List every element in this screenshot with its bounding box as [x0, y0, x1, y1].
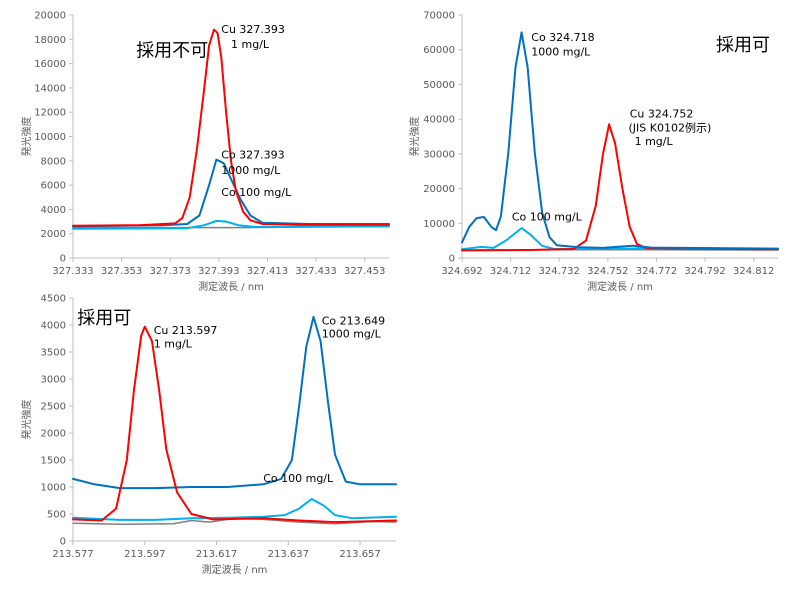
annotation-label: Cu 327.393 — [221, 23, 285, 36]
x-tick-label: 324.732 — [539, 266, 580, 277]
y-tick-label: 10000 — [34, 132, 66, 143]
series-line-0 — [461, 31, 779, 250]
y-tick-label: 1500 — [41, 456, 66, 467]
annotation-label: 1000 mg/L — [221, 164, 281, 177]
y-tick-label: 18000 — [34, 35, 66, 46]
y-tick-label: 40000 — [423, 115, 455, 126]
x-tick-label: 324.712 — [490, 266, 531, 277]
y-tick-label: 60000 — [423, 45, 455, 56]
y-tick-label: 50000 — [423, 80, 455, 91]
annotation-label: Cu 324.752 — [630, 107, 694, 120]
series-line-1 — [72, 158, 390, 228]
y-tick-label: 3000 — [41, 375, 66, 386]
y-tick-label: 14000 — [34, 83, 66, 94]
x-axis-label: 測定波長 / nm — [202, 563, 268, 576]
x-tick-label: 324.812 — [733, 266, 774, 277]
x-tick-label: 327.393 — [198, 266, 239, 277]
x-tick-label: 213.657 — [339, 549, 380, 560]
x-tick-label: 327.353 — [101, 266, 142, 277]
verdict-label: 採用可 — [716, 35, 770, 56]
annotation-label: Co 213.649 — [322, 314, 385, 327]
annotation-label: Co 327.393 — [221, 148, 284, 161]
x-tick-label: 213.617 — [196, 549, 237, 560]
y-tick-label: 2000 — [41, 429, 66, 440]
annotation-label: Co 100 mg/L — [512, 211, 583, 224]
y-tick-label: 30000 — [423, 149, 455, 160]
y-axis-label: 発光強度 — [20, 400, 33, 440]
series-line-2 — [461, 227, 779, 251]
y-tick-label: 1000 — [41, 483, 66, 494]
annotation-label: 1 mg/L — [635, 135, 674, 148]
y-tick-label: 0 — [449, 254, 455, 265]
y-tick-label: 3500 — [41, 348, 66, 359]
x-axis-label: 測定波長 / nm — [587, 280, 653, 293]
x-tick-label: 324.772 — [636, 266, 677, 277]
x-tick-label: 327.433 — [295, 266, 336, 277]
y-tick-label: 8000 — [41, 156, 66, 167]
x-tick-label: 324.752 — [587, 266, 628, 277]
y-tick-label: 16000 — [34, 59, 66, 70]
y-tick-label: 500 — [47, 510, 66, 521]
chart-panel-1: 0 10000 20000 30000 40000 50000 60000 70000 324.… — [408, 11, 779, 293]
x-tick-label: 213.637 — [268, 549, 309, 560]
x-tick-label: 213.577 — [52, 549, 93, 560]
x-tick-label: 327.333 — [52, 266, 93, 277]
annotation-label: 1 mg/L — [154, 338, 193, 351]
series-line-0 — [72, 325, 397, 524]
annotation-label: 1 mg/L — [231, 38, 270, 51]
x-tick-label: 327.413 — [247, 266, 288, 277]
y-tick-label: 4500 — [41, 294, 66, 305]
x-axis-label: 測定波長 / nm — [198, 280, 264, 293]
verdict-label: 採用不可 — [136, 40, 208, 61]
y-tick-label: 0 — [60, 537, 66, 548]
x-tick-label: 327.373 — [150, 266, 191, 277]
annotation-label: 1000 mg/L — [322, 327, 382, 340]
y-axis-label: 発光強度 — [408, 117, 421, 157]
series-line-0 — [72, 28, 390, 227]
series-line-1 — [72, 315, 397, 490]
y-tick-label: 4000 — [41, 321, 66, 332]
y-tick-label: 10000 — [423, 219, 455, 230]
y-tick-label: 2500 — [41, 402, 66, 413]
y-tick-label: 2000 — [41, 229, 66, 240]
y-tick-label: 70000 — [423, 11, 455, 22]
chart-panel-0: 0 2000 4000 6000 8000 10000 12000 14000 16000 180… — [20, 11, 390, 293]
y-tick-label: 12000 — [34, 108, 66, 119]
y-tick-label: 0 — [60, 254, 66, 265]
annotation-label: Co 100 mg/L — [263, 472, 334, 485]
y-tick-label: 20000 — [34, 11, 66, 22]
x-tick-label: 213.597 — [124, 549, 165, 560]
x-tick-label: 324.692 — [441, 266, 482, 277]
x-tick-label: 327.453 — [344, 266, 385, 277]
series-line-2 — [72, 219, 390, 230]
y-tick-label: 6000 — [41, 181, 66, 192]
annotation-label: Cu 213.597 — [154, 324, 218, 337]
verdict-label: 採用可 — [77, 308, 131, 329]
series-line-2 — [72, 497, 397, 521]
x-tick-label: 324.792 — [684, 266, 725, 277]
annotation-label: (JIS K0102例示) — [629, 120, 712, 134]
annotation-label: 1000 mg/L — [531, 46, 591, 59]
annotation-label: Co 100 mg/L — [221, 186, 292, 199]
annotation-label: Co 324.718 — [531, 31, 594, 44]
chart-panel-2: 0 500 1000 1500 2000 2500 3000 3500 4000 4500 213.… — [20, 294, 397, 576]
y-tick-label: 4000 — [41, 205, 66, 216]
y-tick-label: 20000 — [423, 184, 455, 195]
y-axis-label: 発光強度 — [20, 117, 33, 157]
